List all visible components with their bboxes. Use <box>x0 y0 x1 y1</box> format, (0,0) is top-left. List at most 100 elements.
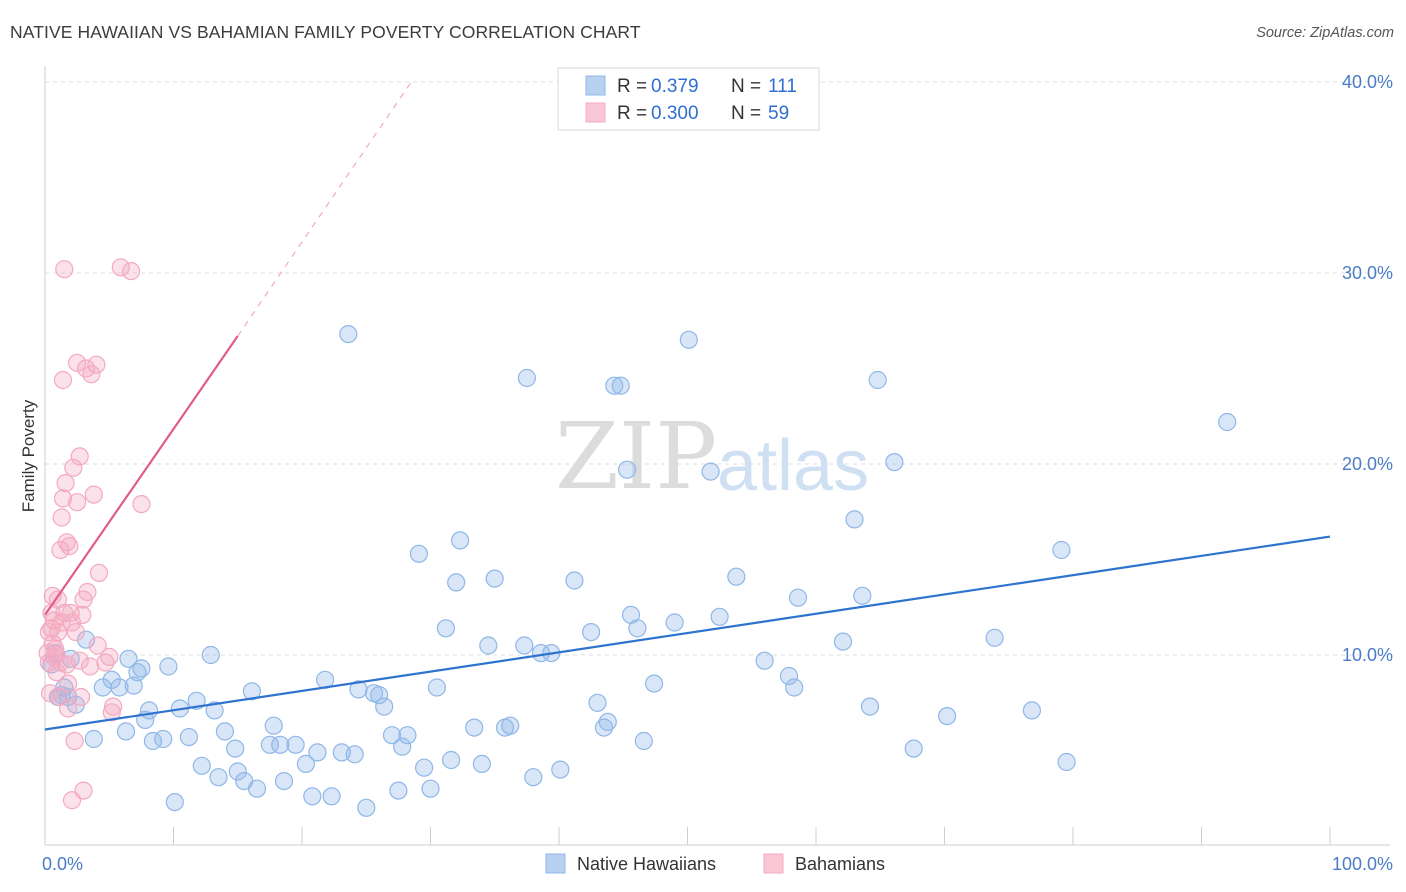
grid-lines <box>45 81 1390 656</box>
series-0-point-29 <box>205 701 224 720</box>
series-1-point-31 <box>62 613 82 632</box>
series-0-point-21 <box>154 729 173 749</box>
series-1-point-3 <box>40 684 60 703</box>
legend-n-value-1: 111 <box>768 76 797 97</box>
series-0-point-23 <box>165 792 184 812</box>
y-tick-label-3: 40.0% <box>1342 72 1393 92</box>
series-0-point-17 <box>132 659 151 678</box>
series-0-point-30 <box>209 768 228 787</box>
series-1-point-35 <box>67 353 87 372</box>
series-1-point-44 <box>80 657 100 676</box>
chart-title: NATIVE HAWAIIAN VS BAHAMIAN FAMILY POVER… <box>10 22 641 42</box>
chart-source: Source: ZipAtlas.com <box>1256 25 1394 41</box>
series-0-point-53 <box>370 685 389 705</box>
series-0-point-33 <box>228 762 247 781</box>
series-0-point-35 <box>242 682 261 701</box>
series-1-point-57 <box>66 622 85 642</box>
series-1-point-52 <box>102 703 121 722</box>
series-0-point-42 <box>296 754 315 774</box>
series-1-point-23 <box>56 474 75 493</box>
series-0-point-15 <box>124 676 143 695</box>
series-0-point-80 <box>581 622 601 642</box>
series-0-point-57 <box>393 737 412 756</box>
trend-lines <box>44 81 1331 731</box>
legend-n-label-1: N = <box>731 76 761 97</box>
series-1-point-47 <box>87 355 106 374</box>
y-tick-label-2: 30.0% <box>1342 263 1393 283</box>
series-0-point-78 <box>551 760 570 779</box>
y-tick-label-1: 20.0% <box>1342 454 1393 474</box>
series-1-point-53 <box>103 697 123 716</box>
series-0-point-40 <box>274 771 294 791</box>
series-0-point-108 <box>985 628 1004 647</box>
series-0-point-49 <box>345 745 364 764</box>
series-0-point-97 <box>779 666 799 686</box>
series-1-point-49 <box>89 563 109 583</box>
legend-r-label-1: R = <box>617 76 647 97</box>
series-1-point-32 <box>64 458 83 477</box>
series-0-point-55 <box>382 726 402 745</box>
series-0-point-79 <box>565 571 584 590</box>
x-tick-label-0: 0.0% <box>42 854 83 874</box>
series-0-point-69 <box>479 636 498 655</box>
series-1-point-20 <box>53 370 73 390</box>
series-1-point-26 <box>58 699 78 718</box>
series-1-point-36 <box>70 651 89 670</box>
series-0-point-11 <box>102 670 121 689</box>
series-0-point-68 <box>472 754 491 774</box>
data-points <box>38 258 1237 817</box>
series-0-point-13 <box>119 649 138 668</box>
series-0-point-22 <box>159 657 178 676</box>
series-1-point-21 <box>55 603 74 623</box>
series-0-trend-line <box>44 535 1331 731</box>
series-0-point-83 <box>598 712 617 732</box>
series-1-point-45 <box>82 365 101 384</box>
series-1-point-56 <box>132 495 151 514</box>
series-1-point-19 <box>53 489 73 508</box>
series-0-point-95 <box>727 567 746 586</box>
series-0-point-70 <box>485 569 504 588</box>
series-1-points <box>38 258 151 810</box>
x-tick-label-1: 100.0% <box>1332 854 1393 874</box>
series-0-point-101 <box>845 510 864 529</box>
series-0-point-91 <box>665 613 684 632</box>
series-0-point-65 <box>447 573 466 592</box>
series-0-point-84 <box>605 376 624 395</box>
series-0-point-54 <box>375 697 394 716</box>
bottom-legend: Native Hawaiians Bahamians <box>545 853 885 874</box>
series-0-point-9 <box>84 729 103 749</box>
series-0-point-28 <box>201 645 220 665</box>
bottom-legend-swatch-native-hawaiians <box>545 853 566 874</box>
series-0-point-8 <box>76 630 96 649</box>
series-0-point-48 <box>339 325 358 344</box>
series-0-point-109 <box>1022 701 1042 720</box>
series-0-point-75 <box>524 768 543 787</box>
series-0-point-96 <box>755 651 774 670</box>
series-0-point-64 <box>442 750 461 770</box>
series-0-point-12 <box>110 678 129 697</box>
series-1-point-37 <box>70 447 89 466</box>
watermark: ZIP atlas <box>555 403 869 510</box>
watermark-atlas: atlas <box>717 426 869 506</box>
series-1-point-58 <box>47 645 66 665</box>
series-0-points <box>42 325 1237 817</box>
series-0-point-112 <box>1218 412 1237 432</box>
series-1-point-46 <box>84 485 103 504</box>
series-1-point-43 <box>78 582 97 602</box>
series-1-point-33 <box>65 731 84 751</box>
series-1-trend-line <box>44 335 239 616</box>
series-0-point-66 <box>451 531 470 550</box>
legend-r-value-2: 0.300 <box>651 103 699 124</box>
series-0-point-51 <box>357 798 376 817</box>
bottom-legend-swatch-bahamians <box>763 853 784 874</box>
legend-r-value-1: 0.379 <box>651 76 699 97</box>
series-0-point-56 <box>389 781 408 800</box>
series-1-point-38 <box>71 687 91 707</box>
series-0-point-36 <box>247 779 267 798</box>
legend-n-value-2: 59 <box>768 103 789 124</box>
legend-n-label-2: N = <box>731 103 761 124</box>
bottom-legend-bahamians: Bahamians <box>795 854 885 874</box>
series-0-point-41 <box>286 735 305 754</box>
series-0-point-14 <box>116 722 136 741</box>
series-0-point-60 <box>415 758 434 777</box>
